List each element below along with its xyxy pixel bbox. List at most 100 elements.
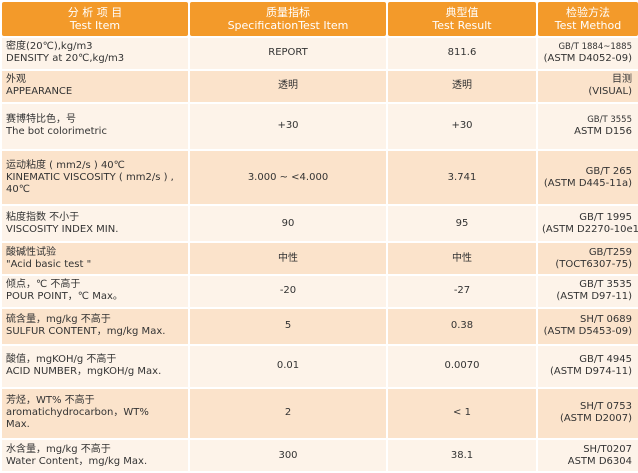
- test-item-cn: 外观: [6, 74, 26, 86]
- test-result-cell: 透明: [388, 70, 536, 102]
- test-method-standard: GB/T 3555: [587, 115, 632, 126]
- header-specification-en: SpecificationTest Item: [227, 19, 349, 32]
- test-item-en: VISCOSITY INDEX MIN.: [6, 223, 119, 235]
- test-method-cell: SH/T 0753 (ASTM D2007): [538, 388, 638, 439]
- header-test-item-cn: 分 析 项 目: [67, 6, 123, 19]
- specification-cell: 90: [190, 206, 386, 242]
- test-method-standard: SH/T0207: [583, 443, 632, 455]
- test-item-en: The bot colorimetric: [6, 126, 107, 138]
- test-method-standard: SH/T 0753: [580, 401, 632, 413]
- specification-cell: 透明: [190, 70, 386, 102]
- test-item-en: POUR POINT，℃ Max。: [6, 291, 123, 303]
- test-item-cell: 赛博特比色，号 The bot colorimetric: [2, 103, 188, 149]
- test-item-en: aromatichydrocarbon，WT%: [6, 407, 149, 419]
- test-result-cell: -27: [388, 275, 536, 307]
- test-item-en: APPEARANCE: [6, 86, 73, 98]
- test-method-cell: 目测 (VISUAL): [538, 70, 638, 102]
- test-method-standard: GB/T 4945: [579, 354, 632, 366]
- test-method-cell: GB/T259 (TOCT6307-75): [538, 243, 638, 274]
- test-method-cell: GB/T 1995 (ASTM D2270-10e1): [538, 206, 638, 242]
- test-method-cell: GB/T 4945 (ASTM D974-11): [538, 345, 638, 387]
- test-method-astm: (VISUAL): [588, 86, 632, 98]
- test-item-cell: 酸值，mgKOH/g 不高于 ACID NUMBER，mgKOH/g Max.: [2, 345, 188, 387]
- test-item-cn: 酸值，mgKOH/g 不高于: [6, 354, 117, 366]
- test-item-en: DENSITY at 20℃,kg/m3: [6, 53, 125, 65]
- test-method-standard: GB/T 3535: [579, 279, 632, 291]
- test-method-astm: (ASTM D2007): [559, 413, 632, 425]
- test-result-cell: 中性: [388, 243, 536, 274]
- table-row: 赛博特比色，号 The bot colorimetric +30 +30 GB/…: [2, 103, 638, 149]
- header-test-method-en: Test Method: [554, 19, 622, 32]
- test-method-cell: GB/T 265 (ASTM D445-11a): [538, 150, 638, 205]
- test-method-astm: (ASTM D5453-09): [543, 326, 632, 338]
- test-item-cell: 密度(20℃),kg/m3 DENSITY at 20℃,kg/m3: [2, 38, 188, 69]
- test-item-en: SULFUR CONTENT，mg/kg Max.: [6, 326, 166, 338]
- test-item-en-cont: Max.: [6, 419, 30, 431]
- test-method-standard: GB/T 1995: [579, 211, 632, 223]
- test-method-astm: (ASTM D974-11): [549, 366, 632, 378]
- test-item-en: ACID NUMBER，mgKOH/g Max.: [6, 366, 162, 378]
- test-method-astm: (ASTM D2270-10e1): [542, 223, 638, 235]
- test-item-cell: 酸碱性试验 "Acid basic test ": [2, 243, 188, 274]
- test-item-cn: 水含量，mg/kg 不高于: [6, 443, 111, 455]
- test-method-standard: SH/T 0689: [580, 314, 632, 326]
- test-item-cn: 芳烃，WT% 不高于: [6, 395, 95, 407]
- test-item-cn: 硫含量，mg/kg 不高于: [6, 314, 111, 326]
- table-row: 倾点，℃ 不高于 POUR POINT，℃ Max。 -20 -27 GB/T …: [2, 275, 638, 307]
- test-method-astm: (ASTM D4052-09): [543, 53, 632, 65]
- header-test-item: 分 析 项 目 Test Item: [2, 2, 188, 36]
- test-method-cell: SH/T0207 ASTM D6304: [538, 440, 638, 471]
- test-method-astm: ASTM D156: [574, 126, 632, 138]
- test-item-cn: 密度(20℃),kg/m3: [6, 41, 93, 53]
- test-method-standard: GB/T259: [588, 246, 632, 258]
- table-row: 粘度指数 不小于 VISCOSITY INDEX MIN. 90 95 GB/T…: [2, 206, 638, 242]
- test-result-cell: 38.1: [388, 440, 536, 471]
- test-item-cn: 酸碱性试验: [6, 246, 56, 258]
- test-item-en: KINEMATIC VISCOSITY ( mm2/s ) ,: [6, 171, 174, 183]
- specification-cell: 0.01: [190, 345, 386, 387]
- specification-cell: 2: [190, 388, 386, 439]
- test-item-en-cont: 40℃: [6, 183, 30, 195]
- header-test-method-cn: 检验方法: [566, 6, 610, 19]
- test-result-cell: 0.0070: [388, 345, 536, 387]
- test-method-cell: GB/T 3555 ASTM D156: [538, 103, 638, 149]
- test-method-standard: GB/T 1884~1885: [558, 42, 632, 53]
- test-item-cell: 粘度指数 不小于 VISCOSITY INDEX MIN.: [2, 206, 188, 242]
- specification-cell: 中性: [190, 243, 386, 274]
- test-result-cell: +30: [388, 103, 536, 149]
- specification-cell: -20: [190, 275, 386, 307]
- specification-cell: 3.000 ~ <4.000: [190, 150, 386, 205]
- test-result-cell: 3.741: [388, 150, 536, 205]
- test-result-cell: 95: [388, 206, 536, 242]
- header-specification-cn: 质量指标: [266, 6, 310, 19]
- test-method-cell: GB/T 1884~1885 (ASTM D4052-09): [538, 38, 638, 69]
- table-row: 水含量，mg/kg 不高于 Water Content，mg/kg Max. 3…: [2, 440, 638, 471]
- test-item-en: Water Content，mg/kg Max.: [6, 455, 148, 467]
- table-row: 运动粘度 ( mm2/s ) 40℃ KINEMATIC VISCOSITY (…: [2, 150, 638, 205]
- test-item-cell: 外观 APPEARANCE: [2, 70, 188, 102]
- header-test-result-en: Test Result: [432, 19, 492, 32]
- test-item-cn: 粘度指数 不小于: [6, 211, 80, 223]
- test-item-cell: 运动粘度 ( mm2/s ) 40℃ KINEMATIC VISCOSITY (…: [2, 150, 188, 205]
- test-item-cell: 倾点，℃ 不高于 POUR POINT，℃ Max。: [2, 275, 188, 307]
- test-method-standard: 目测: [612, 74, 632, 86]
- test-item-cell: 水含量，mg/kg 不高于 Water Content，mg/kg Max.: [2, 440, 188, 471]
- test-method-cell: SH/T 0689 (ASTM D5453-09): [538, 308, 638, 344]
- test-result-cell: 0.38: [388, 308, 536, 344]
- table-row: 酸碱性试验 "Acid basic test " 中性 中性 GB/T259 (…: [2, 243, 638, 274]
- specification-cell: +30: [190, 103, 386, 149]
- test-method-cell: GB/T 3535 (ASTM D97-11): [538, 275, 638, 307]
- table-row: 硫含量，mg/kg 不高于 SULFUR CONTENT，mg/kg Max. …: [2, 308, 638, 344]
- test-item-cn: 赛博特比色，号: [6, 114, 76, 126]
- table-row: 密度(20℃),kg/m3 DENSITY at 20℃,kg/m3 REPOR…: [2, 38, 638, 69]
- test-method-astm: (TOCT6307-75): [555, 258, 632, 270]
- specification-cell: 5: [190, 308, 386, 344]
- test-item-cn: 倾点，℃ 不高于: [6, 279, 81, 291]
- test-method-astm: (ASTM D445-11a): [543, 177, 632, 189]
- table-row: 酸值，mgKOH/g 不高于 ACID NUMBER，mgKOH/g Max. …: [2, 345, 638, 387]
- specification-cell: REPORT: [190, 38, 386, 69]
- specification-cell: 300: [190, 440, 386, 471]
- table-row: 芳烃，WT% 不高于 aromatichydrocarbon，WT% Max. …: [2, 388, 638, 439]
- header-row: 分 析 项 目 Test Item 质量指标 SpecificationTest…: [2, 2, 638, 36]
